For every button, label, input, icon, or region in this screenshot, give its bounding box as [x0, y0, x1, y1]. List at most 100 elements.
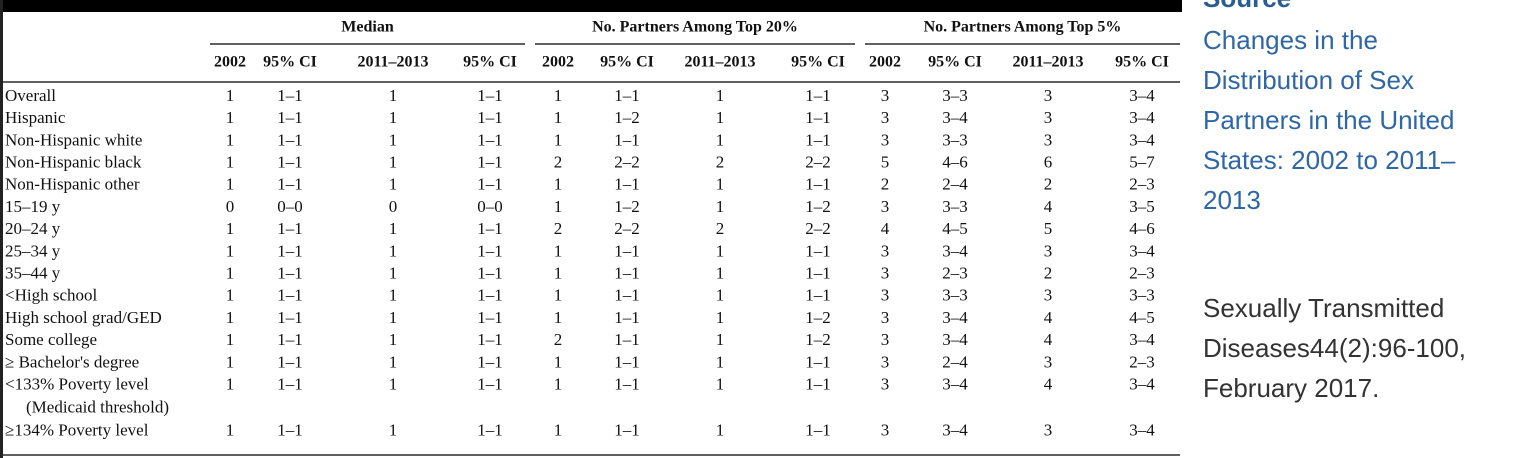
cell: 3: [881, 264, 890, 283]
cell: 1–1: [477, 130, 503, 149]
cell: 3–4: [942, 375, 968, 394]
cell: 1: [389, 219, 398, 238]
cell: 1: [389, 130, 398, 149]
cell: 1: [226, 153, 235, 172]
cell: 3: [881, 241, 890, 260]
cell: 1: [389, 330, 398, 349]
cell: 3–4: [1129, 86, 1155, 105]
cell: 1: [554, 130, 563, 149]
cell: 3: [881, 108, 890, 127]
cell: 1: [226, 175, 235, 194]
cell: 1: [226, 375, 235, 394]
column-header: 95% CI: [463, 54, 517, 71]
cell: 1: [716, 108, 725, 127]
cell: 3–4: [942, 330, 968, 349]
cell: 1–1: [805, 421, 831, 440]
citation: Sexually Transmitted Diseases44(2):96-10…: [1203, 293, 1467, 403]
cell: 1–1: [805, 175, 831, 194]
cell: 1: [226, 286, 235, 305]
cell: 1–1: [477, 108, 503, 127]
row-label: 25–34 y: [5, 241, 61, 260]
cell: 1: [226, 308, 235, 327]
cell: 1: [226, 219, 235, 238]
cell: 0–0: [277, 197, 303, 216]
cell: 1: [226, 241, 235, 260]
cell: 3–3: [942, 286, 968, 305]
cell: 2: [554, 219, 563, 238]
row-label: 35–44 y: [5, 264, 61, 283]
cell: 1–1: [477, 86, 503, 105]
cell: 1–1: [277, 175, 303, 194]
cell: 1: [226, 86, 235, 105]
cell: 1–1: [277, 421, 303, 440]
cell: 4: [881, 219, 890, 238]
cell: 1–1: [614, 130, 640, 149]
cell: 1–1: [614, 241, 640, 260]
cell: 1: [716, 330, 725, 349]
cell: 1–1: [477, 330, 503, 349]
column-header: 2002: [542, 54, 574, 71]
cell: 1: [389, 375, 398, 394]
cell: 1: [716, 352, 725, 371]
column-header: 95% CI: [263, 54, 317, 71]
cell: 1: [716, 264, 725, 283]
cell: 2: [1044, 175, 1053, 194]
cell: 4–5: [942, 219, 968, 238]
cell: 2–4: [942, 352, 968, 371]
cell: 2–3: [942, 264, 968, 283]
cell: 5: [881, 153, 890, 172]
cell: 1–1: [477, 219, 503, 238]
cell: 1: [226, 264, 235, 283]
cell: 1–1: [614, 264, 640, 283]
cell: 1–1: [805, 375, 831, 394]
cell: 1–1: [614, 308, 640, 327]
column-header: 95% CI: [1115, 54, 1169, 71]
cell: 1: [389, 308, 398, 327]
cell: 1–1: [805, 108, 831, 127]
cell: 1–1: [614, 86, 640, 105]
cell: 1–1: [477, 421, 503, 440]
cell: 1–1: [805, 286, 831, 305]
cell: 3–3: [1129, 286, 1155, 305]
cell: 4: [1044, 308, 1053, 327]
cell: 3–4: [1129, 375, 1155, 394]
cell: 1: [716, 175, 725, 194]
cell: 3: [881, 375, 890, 394]
row-label: ≥134% Poverty level: [5, 421, 149, 440]
cell: 1: [389, 264, 398, 283]
row-label: Some college: [5, 330, 97, 349]
sidebar: Source Changes in the Distribution of Se…: [1203, 0, 1508, 408]
source-link[interactable]: Changes in the Distribution of Sex Partn…: [1203, 25, 1456, 215]
cell: 1: [226, 421, 235, 440]
cell: 3: [881, 352, 890, 371]
row-label: Non-Hispanic white: [5, 130, 142, 149]
row-label: 20–24 y: [5, 219, 61, 238]
cell: 1–2: [805, 330, 831, 349]
cell: 1–2: [805, 197, 831, 216]
cell: 1: [554, 175, 563, 194]
cell: 4: [1044, 375, 1053, 394]
group-header: No. Partners Among Top 5%: [924, 19, 1122, 36]
cell: 1: [554, 352, 563, 371]
cell: 2: [716, 219, 725, 238]
cell: 3–4: [1129, 108, 1155, 127]
cell: 1: [389, 86, 398, 105]
cell: 1–1: [277, 286, 303, 305]
cell: 1: [226, 352, 235, 371]
cell: 3: [1044, 421, 1053, 440]
cell: 1–1: [477, 175, 503, 194]
cell: 1–1: [805, 264, 831, 283]
cell: 3: [881, 308, 890, 327]
group-header: Median: [341, 19, 394, 36]
cell: 1–1: [277, 352, 303, 371]
cell: 2–3: [1129, 352, 1155, 371]
column-header: 95% CI: [928, 54, 982, 71]
left-border: [0, 0, 3, 458]
cell: 3: [881, 130, 890, 149]
cell: 3: [1044, 352, 1053, 371]
cell: 1–1: [614, 375, 640, 394]
cell: 2: [1044, 264, 1053, 283]
cell: 1–1: [277, 219, 303, 238]
cell: 1: [716, 375, 725, 394]
